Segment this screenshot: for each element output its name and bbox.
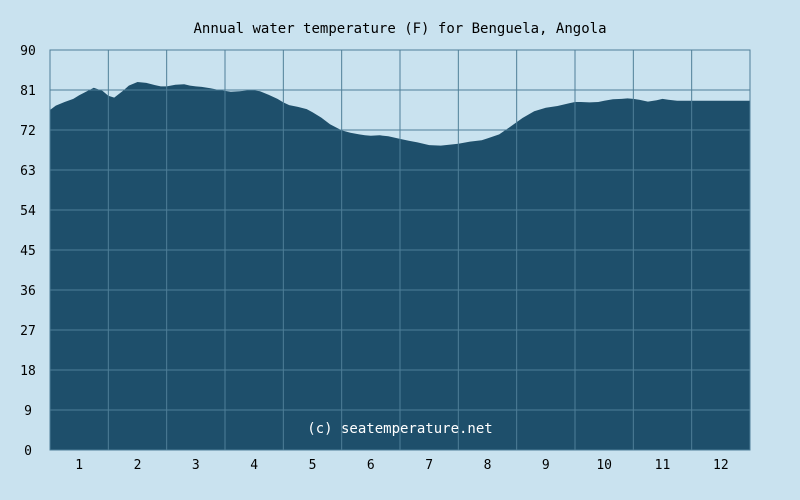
y-tick-label: 36 — [20, 284, 36, 299]
x-tick-label: 5 — [309, 458, 317, 473]
x-tick-label: 11 — [655, 458, 671, 473]
x-tick-label: 2 — [134, 458, 142, 473]
x-tick-label: 8 — [484, 458, 492, 473]
y-tick-label: 72 — [20, 124, 36, 139]
y-tick-label: 90 — [20, 44, 36, 59]
y-tick-label: 27 — [20, 324, 36, 339]
x-tick-label: 10 — [596, 458, 612, 473]
y-tick-label: 81 — [20, 84, 36, 99]
y-tick-label: 63 — [20, 164, 36, 179]
y-axis-ticks: 0 9 18 27 36 45 54 63 72 81 90 — [20, 44, 36, 459]
plot-border — [49, 49, 751, 451]
x-tick-label: 1 — [75, 458, 83, 473]
x-axis-ticks: 1 2 3 4 5 6 7 8 9 10 11 12 — [75, 458, 728, 473]
x-tick-label: 6 — [367, 458, 375, 473]
y-tick-label: 18 — [20, 364, 36, 379]
x-tick-label: 12 — [713, 458, 729, 473]
x-tick-label: 9 — [542, 458, 550, 473]
credit-label: (c) seatemperature.net — [307, 421, 492, 437]
x-tick-label: 7 — [425, 458, 433, 473]
y-tick-label: 9 — [24, 404, 32, 419]
y-tick-label: 54 — [20, 204, 36, 219]
chart-title: Annual water temperature (F) for Benguel… — [193, 21, 606, 37]
y-tick-label: 45 — [20, 244, 36, 259]
x-tick-label: 4 — [250, 458, 258, 473]
grid-lines — [50, 50, 750, 450]
y-tick-label: 0 — [24, 444, 32, 459]
x-tick-label: 3 — [192, 458, 200, 473]
